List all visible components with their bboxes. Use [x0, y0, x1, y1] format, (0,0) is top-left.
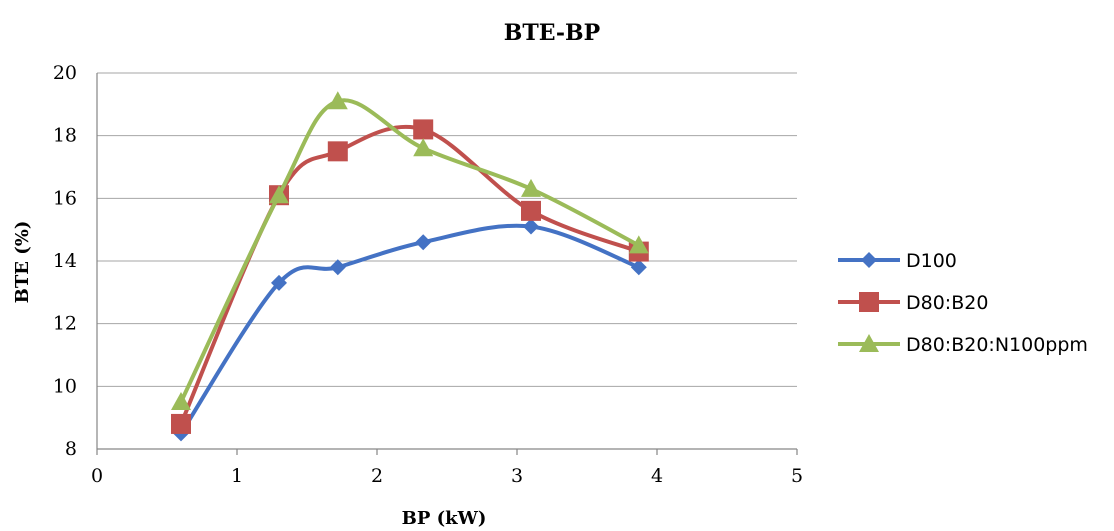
x-tick-3: 3 — [511, 465, 523, 487]
data-point-1 — [271, 274, 287, 291]
x-tick-4: 4 — [651, 465, 663, 487]
data-point-3 — [415, 234, 432, 251]
y-axis-label: BTE (%) — [12, 221, 33, 304]
x-tick-labels: 0 1 2 3 4 5 — [91, 465, 803, 487]
legend-item-D80:B20:N100ppm: D80:B20:N100ppm — [838, 334, 1088, 356]
y-tick-labels: 8 10 12 14 16 18 20 — [53, 62, 77, 460]
legend-label: D80:B20 — [906, 292, 988, 314]
legend-marker — [861, 252, 877, 268]
data-point-2 — [327, 91, 348, 110]
data-point-5 — [630, 259, 647, 276]
data-point-2 — [327, 141, 348, 162]
y-tick-18: 18 — [53, 125, 77, 147]
legend-item-D80:B20: D80:B20 — [838, 292, 988, 314]
data-point-3 — [413, 138, 434, 157]
y-tick-20: 20 — [53, 62, 77, 84]
data-point-2 — [329, 259, 346, 276]
x-tick-2: 2 — [371, 465, 383, 487]
legend-label: D80:B20:N100ppm — [906, 334, 1088, 356]
y-tick-8: 8 — [65, 438, 77, 460]
series-line — [179, 124, 641, 426]
y-tick-14: 14 — [53, 250, 77, 272]
data-point-4 — [523, 218, 539, 235]
series-D100 — [173, 218, 647, 442]
x-tick-0: 0 — [91, 465, 103, 487]
data-point-4 — [521, 200, 541, 221]
data-point-0 — [171, 392, 191, 410]
x-axis-label: BP (kW) — [402, 508, 487, 529]
series-D80:B20 — [171, 119, 649, 434]
y-tick-16: 16 — [53, 187, 77, 209]
grid — [97, 72, 797, 387]
series-line — [179, 223, 641, 436]
legend-item-D100: D100 — [838, 250, 957, 272]
legend-marker — [859, 334, 879, 352]
series-line — [179, 98, 641, 404]
axes — [96, 73, 798, 455]
series-D80:B20:N100ppm — [171, 91, 649, 410]
legend-label: D100 — [906, 250, 957, 272]
data-point-0 — [171, 413, 191, 434]
legend: D100 D80:B20 D80:B20:N100ppm — [838, 250, 1088, 356]
data-point-5 — [628, 235, 649, 254]
data-point-3 — [413, 119, 434, 140]
chart-title: BTE-BP — [504, 20, 600, 46]
legend-marker — [859, 292, 879, 312]
series-group — [171, 91, 649, 442]
x-tick-1: 1 — [231, 465, 243, 487]
x-tick-5: 5 — [791, 465, 803, 487]
data-point-4 — [521, 178, 541, 197]
y-tick-10: 10 — [53, 375, 77, 397]
y-tick-12: 12 — [53, 313, 77, 335]
data-point-1 — [269, 185, 289, 204]
